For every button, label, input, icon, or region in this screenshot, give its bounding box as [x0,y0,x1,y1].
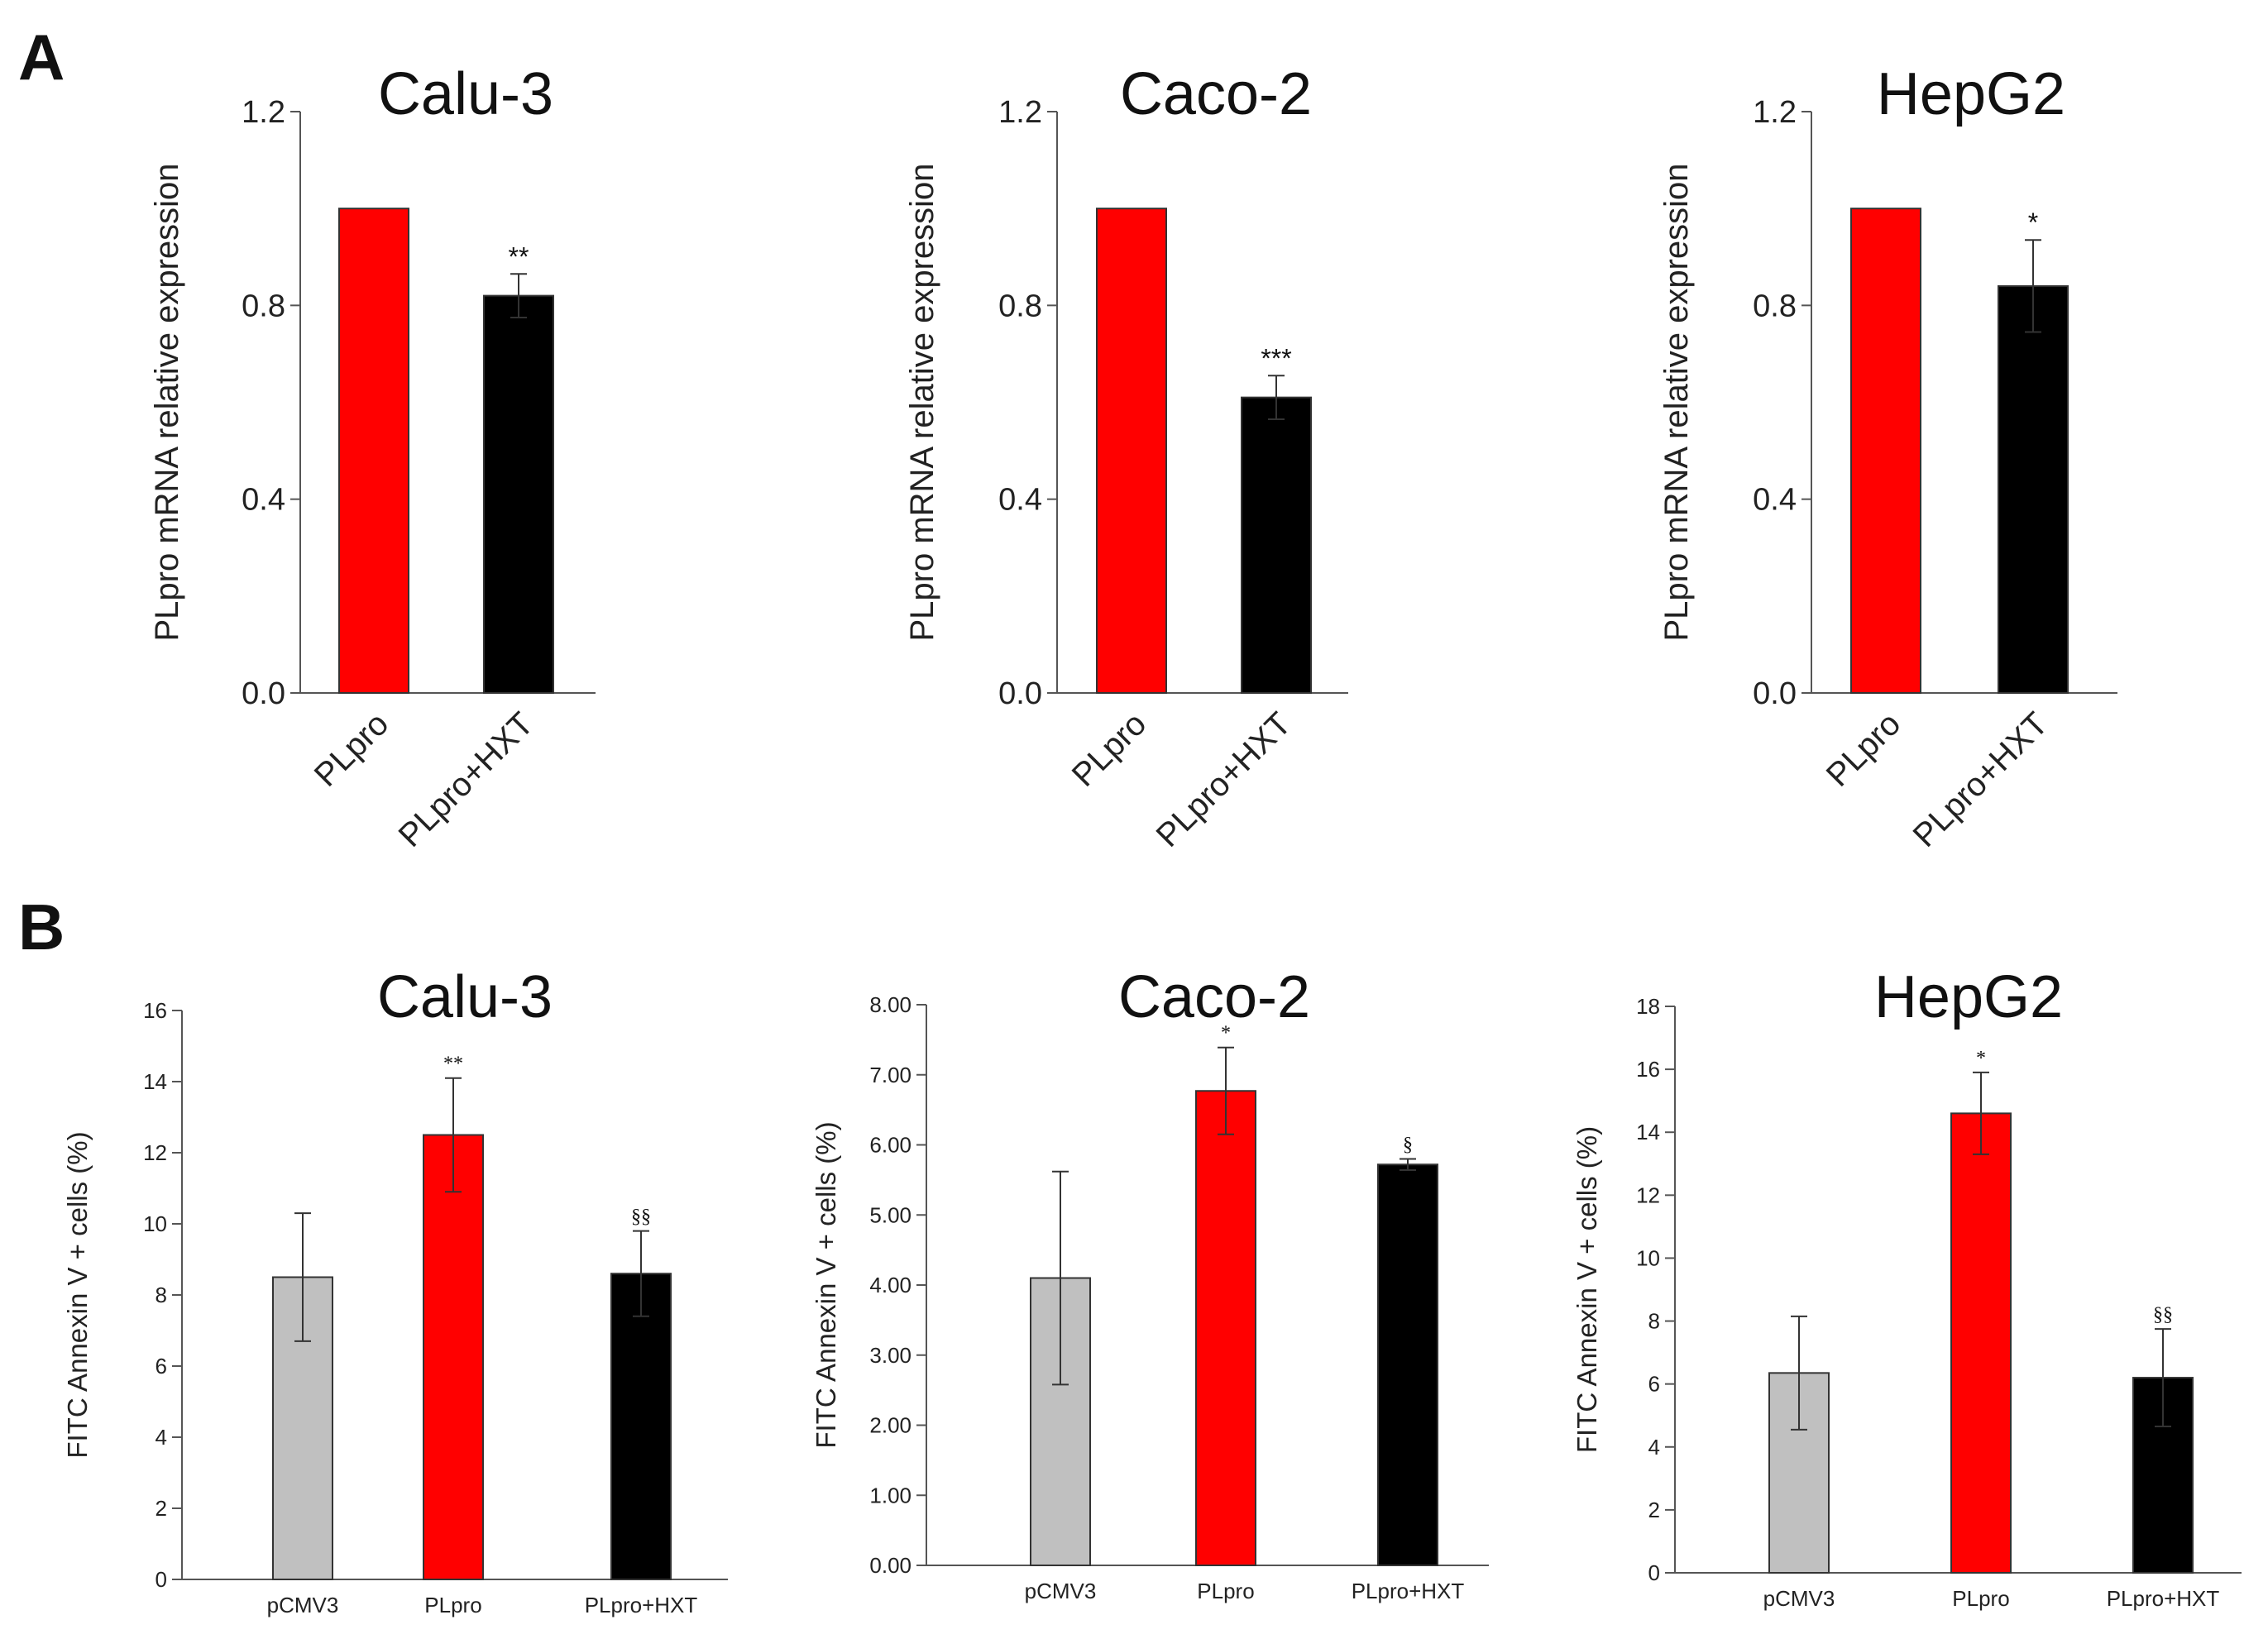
bar [1377,1163,1438,1566]
bar [1096,208,1167,694]
y-tick-label: 7.00 [869,1063,912,1087]
y-axis-label: PLpro mRNA relative expression [149,163,185,641]
panel-letter-b: B [18,891,65,963]
y-tick-label: 4 [1648,1435,1660,1460]
chart-title: HepG2 [1874,964,2063,1030]
y-tick-label: 12 [143,1140,167,1165]
significance-label: ** [443,1054,463,1075]
y-tick-label: 14 [143,1069,167,1094]
y-tick-label: 18 [1636,994,1660,1019]
significance-label: ** [509,241,529,271]
chart-title: Caco-2 [1120,61,1312,127]
y-tick-label: 6 [156,1354,167,1378]
y-tick-label: 8 [1648,1309,1660,1334]
y-tick-label: 0.8 [242,289,285,323]
category-label: PLpro [424,1593,481,1617]
bar [1998,284,2069,694]
y-tick-label: 1.00 [869,1483,912,1507]
y-tick-label: 3.00 [869,1343,912,1368]
significance-label: * [1976,1048,1986,1069]
category-label: pCMV3 [267,1593,339,1617]
significance-label: § [1403,1134,1413,1155]
category-label: PLpro+HXT [2107,1586,2220,1611]
y-axis-label: PLpro mRNA relative expression [904,163,940,641]
y-tick-label: 0.0 [242,676,285,711]
y-tick-label: 1.2 [1753,95,1797,130]
y-tick-label: 2 [1648,1498,1660,1522]
y-tick-label: 1.2 [998,95,1042,130]
chart-title: Calu-3 [378,61,553,127]
y-axis-label: PLpro mRNA relative expression [1658,163,1695,641]
category-label: pCMV3 [1025,1579,1097,1603]
category-label: PLpro+HXT [1352,1579,1465,1603]
bar [483,294,554,694]
category-label: PLpro [1065,705,1154,794]
category-label: PLpro [1197,1579,1254,1603]
significance-label: * [2028,208,2038,237]
chart-4: Calu-3 FITC Annexin V + cells (%) 0 2 4 6 8 10 1… [62,964,728,1617]
category-label: PLpro [1820,705,1908,794]
category-label: pCMV3 [1763,1586,1835,1611]
chart-title: Calu-3 [377,964,553,1030]
y-tick-label: 0.0 [1753,676,1797,711]
y-tick-label: 0.8 [1753,289,1797,323]
y-axis-label: FITC Annexin V + cells (%) [62,1131,93,1458]
y-tick-label: 10 [1636,1245,1660,1270]
y-tick-label: 16 [1636,1057,1660,1082]
bar [338,208,409,694]
y-tick-label: 12 [1636,1182,1660,1207]
y-tick-label: 4.00 [869,1273,912,1297]
category-label: PLpro+HXT [1907,705,2055,854]
category-label: PLpro+HXT [1150,705,1299,854]
chart-5: Caco-2 FITC Annexin V + cells (%) 0.00 1.00… [811,964,1489,1603]
category-label: PLpro+HXT [585,1593,698,1617]
y-tick-label: 0.0 [998,676,1042,711]
panel-letter-a: A [18,21,65,93]
y-axis-label: FITC Annexin V + cells (%) [1572,1126,1602,1453]
y-tick-label: 4 [156,1425,167,1450]
chart-title: Caco-2 [1118,964,1310,1030]
y-tick-label: 8 [156,1283,167,1307]
bar [1950,1112,2012,1574]
bar [1241,396,1312,694]
significance-label: §§ [631,1206,651,1228]
y-tick-label: 5.00 [869,1202,912,1227]
y-tick-label: 8.00 [869,992,912,1017]
y-tick-label: 0.4 [998,483,1042,518]
y-tick-label: 0 [156,1567,167,1592]
y-tick-label: 0.4 [1753,483,1797,518]
category-label: PLpro+HXT [392,705,541,854]
significance-label: §§ [2153,1304,2173,1326]
category-label: PLpro [1952,1586,2009,1611]
category-label: PLpro [308,705,396,794]
y-tick-label: 6.00 [869,1133,912,1158]
y-tick-label: 6 [1648,1372,1660,1397]
y-tick-label: 0 [1648,1560,1660,1585]
significance-label: *** [1261,343,1291,373]
bar [1850,208,1921,694]
y-tick-label: 0.00 [869,1553,912,1578]
y-tick-label: 1.2 [242,95,285,130]
chart-title: HepG2 [1877,61,2065,127]
y-tick-label: 14 [1636,1120,1660,1144]
y-axis-label: FITC Annexin V + cells (%) [811,1121,841,1448]
y-tick-label: 0.4 [242,483,285,518]
y-tick-label: 2.00 [869,1413,912,1438]
bar [610,1273,672,1580]
y-tick-label: 2 [156,1496,167,1521]
significance-label: * [1221,1023,1231,1044]
chart-6: HepG2 FITC Annexin V + cells (%) 0 2 4 6 8 10 12… [1572,964,2242,1611]
y-tick-label: 0.8 [998,289,1042,323]
y-tick-label: 16 [143,998,167,1023]
y-tick-label: 10 [143,1211,167,1236]
chart-2: Caco-2 PLpro mRNA relative expression 0.0 0… [904,61,1348,854]
chart-3: HepG2 PLpro mRNA relative expression 0.0 0.… [1658,61,2117,854]
chart-1: Calu-3 PLpro mRNA relative expression 0.0 0… [149,61,596,854]
bar [423,1134,484,1580]
bar [1195,1090,1256,1567]
